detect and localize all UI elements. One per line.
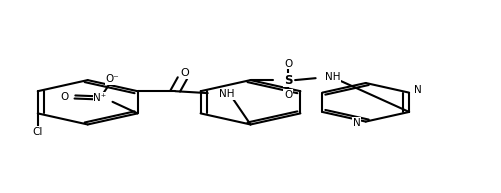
Text: N: N [414, 85, 422, 95]
Text: O⁻: O⁻ [106, 74, 119, 84]
Text: O: O [61, 92, 69, 102]
Text: O: O [284, 90, 292, 100]
Text: S: S [284, 74, 292, 87]
Text: Cl: Cl [33, 127, 43, 137]
Text: N⁺: N⁺ [93, 93, 107, 103]
Text: O: O [284, 59, 292, 69]
Text: N: N [353, 118, 361, 128]
Text: NH: NH [219, 89, 234, 99]
Text: O: O [181, 69, 189, 78]
Text: NH: NH [325, 72, 340, 82]
